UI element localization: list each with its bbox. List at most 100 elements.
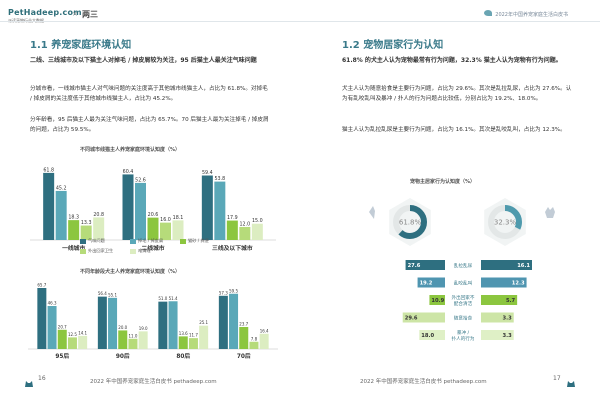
right-page: 2022年中国养宠家庭生活白皮书 1.2 宠物居家行为认知 61.8% 的犬主人… (300, 0, 600, 400)
cat-bar (481, 277, 527, 288)
bar (122, 174, 134, 240)
bar (57, 329, 67, 349)
bar (128, 338, 138, 349)
bar (172, 220, 184, 240)
chart-2-title: 不同年龄段犬主人养宠家庭环境认知度（%） (80, 269, 181, 275)
bar (158, 301, 168, 349)
data-label: 18.3 (68, 215, 79, 221)
chart-1: 61.8 45.2 18.313.320.8 一线城市 60.452.6 20.616.0… (30, 167, 276, 252)
bar (147, 217, 159, 240)
bar (67, 337, 77, 349)
dog-value: 18.0 (421, 333, 434, 339)
data-label: 11.0 (128, 333, 137, 338)
bar (168, 301, 178, 349)
category-label: 70后 (237, 352, 251, 360)
data-label: 13.6 (179, 331, 188, 336)
cat-value: 16.1 (517, 263, 530, 269)
data-label: 17.9 (227, 215, 238, 221)
data-label: 53.8 (214, 176, 225, 182)
bar (201, 175, 213, 240)
bar (226, 220, 238, 240)
bar (118, 330, 128, 349)
data-label: 7.8 (251, 336, 258, 341)
bar (97, 296, 107, 349)
cat-icon (24, 373, 34, 387)
data-label: 11.7 (189, 333, 198, 338)
bar (138, 331, 148, 349)
cat-value: 3.3 (503, 316, 513, 322)
bar (160, 222, 171, 240)
bar (178, 336, 188, 349)
data-label: 60.4 (123, 169, 134, 175)
brand-separator: × (72, 10, 78, 18)
right-para-2: 犬主人认为随意拾食是主要行为问题，占比为 29.6%。其次是乱拉乱尿，占比为 2… (342, 86, 572, 102)
dog-donut-value: 61.8% (399, 219, 422, 227)
dog-donut-arc (393, 205, 427, 239)
category-label: 乱拉乱尿 (454, 262, 473, 269)
legend-item: 气味问题 (80, 238, 105, 244)
data-label: 55.1 (108, 292, 117, 297)
chart-1-title: 不同城市线猫主人养宠家庭环境认知度（%） (80, 147, 181, 153)
partner-name: 两三 (82, 10, 98, 19)
data-label: 20.7 (58, 324, 67, 329)
left-para-3: 分年龄看，95 后猫主人最为关注气味问题，占比为 65.7%。70 后猫主人最为… (30, 117, 269, 133)
bar (108, 297, 118, 349)
dog-bar (402, 312, 445, 323)
dog-value: 10.9 (431, 298, 444, 304)
bar (239, 326, 249, 349)
cat-value: 5.7 (506, 298, 516, 304)
category-label: 90后 (116, 352, 130, 360)
page-number-right: 17 (553, 375, 561, 382)
category-label: 随意拾食 (454, 315, 473, 322)
bar (37, 287, 47, 349)
data-label: 59.4 (202, 170, 213, 176)
data-label: 12.5 (68, 332, 77, 337)
category-label: 95后 (55, 352, 69, 360)
left-page: PetHadeep.com 派读宠物行业大数据 × 两三 1.1 养宠家庭环境认… (8, 8, 278, 387)
left-para-1: 二线、三线城市及以下猫主人对掉毛 / 掉皮屑较为关注，95 后猫主人最关注气味问… (30, 57, 257, 64)
data-label: 65.7 (37, 282, 46, 287)
bar (214, 181, 226, 240)
bird-icon (484, 10, 492, 16)
dog-value: 19.2 (420, 281, 433, 287)
brand: PetHadeep.com 派读宠物行业大数据 (8, 8, 82, 24)
category-label: 外出回家不 (452, 294, 475, 301)
data-label: 61.8 (43, 167, 54, 173)
footer-right: 2022 年中国养宠家庭生活白皮书 pethadeep.com (360, 379, 487, 385)
bar (47, 306, 57, 349)
category-label: 一线城市 (62, 244, 85, 252)
cat-donut-arc (488, 205, 522, 239)
bar (80, 225, 92, 240)
section-title-right: 1.2 宠物居家行为认知 (342, 40, 444, 51)
data-label: 20.8 (93, 212, 104, 218)
bar (199, 325, 209, 349)
data-label: 57.3 (219, 290, 228, 295)
data-label: 20.0 (118, 325, 127, 330)
chart-3: 61.8% 32.3% 27.6 16.1 乱拉乱尿 19.2 12.3 乱咬乱叫 10.9 5.… (369, 198, 555, 342)
data-label: 45.2 (56, 185, 67, 191)
report-title: 2022年中国养宠家庭生活白皮书 (495, 12, 568, 18)
bar (93, 217, 105, 240)
header-divider (0, 21, 600, 22)
data-label: 59.5 (229, 288, 238, 293)
data-label: 46.3 (48, 301, 57, 306)
bar (249, 341, 259, 349)
legend-item: 外出回家卫生 (80, 248, 113, 254)
bar (68, 220, 80, 240)
data-label: 25.1 (199, 320, 208, 325)
footer-left: 2022 年中国养宠家庭生活白皮书 pethadeep.com (90, 379, 217, 385)
cat-bar (481, 312, 514, 323)
bar (259, 333, 269, 349)
cat-value: 3.3 (503, 333, 513, 339)
data-label: 12.0 (239, 221, 250, 227)
bar (135, 182, 146, 240)
bar (218, 295, 228, 349)
chart-1-legend: 气味问题 掉毛 / 掉皮屑 猫砂 / 粪便 外出回家卫生 难清理 (80, 238, 260, 260)
right-para-3: 猫主人认为乱拉乱尿是主要行为问题，占比为 16.1%。其次是乱咬乱叫，占比为 1… (342, 127, 566, 133)
cat-value: 12.3 (512, 281, 525, 287)
data-label: 15.0 (252, 218, 263, 224)
category-label: 暴冲 / (457, 329, 470, 336)
dog-bar (419, 330, 445, 340)
